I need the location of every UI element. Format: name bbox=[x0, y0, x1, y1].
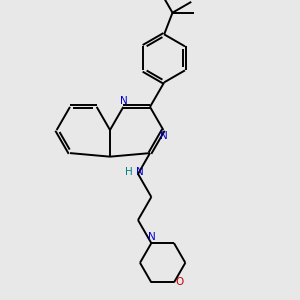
Text: O: O bbox=[176, 277, 184, 287]
Text: N: N bbox=[148, 232, 156, 242]
Text: N: N bbox=[120, 96, 128, 106]
Text: N: N bbox=[136, 167, 143, 177]
Text: N: N bbox=[160, 131, 168, 141]
Text: H: H bbox=[125, 167, 133, 177]
